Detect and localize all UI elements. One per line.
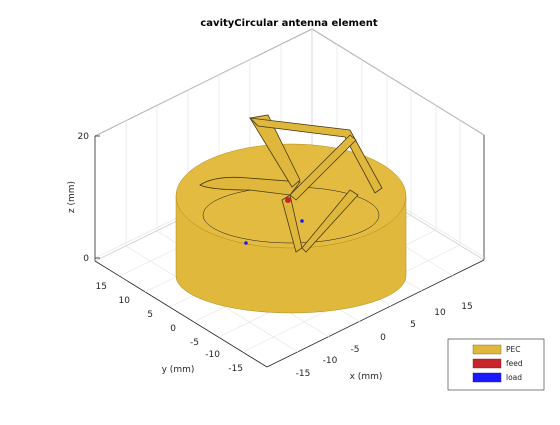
x-tick-label: 0 [380,333,386,343]
x-tick-label: 5 [410,320,416,330]
y-tick-label: 10 [119,296,131,306]
legend-swatch-feed [472,358,502,369]
x-tick-label: -5 [351,345,360,355]
legend-label-feed: feed [506,359,523,368]
y-tick-label: 0 [170,324,176,334]
arm-diagonal [289,134,357,201]
radiating-element [199,114,383,253]
legend-swatch-load [472,372,502,383]
y-axis-label: y (mm) [162,365,195,375]
cavity-cylinder [175,143,407,314]
arm-lower-2 [301,189,359,253]
x-axis-line [266,259,485,368]
z-tick-label: 0 [83,254,89,264]
x-tick-label: -15 [296,369,311,379]
x-ticks: -15 -10 -5 0 5 10 15 [296,302,473,379]
x-tick-label: -10 [323,356,338,366]
y-tick-label: 5 [147,310,153,320]
y-tick-label: -15 [228,364,243,374]
y-axis-line [94,260,268,368]
legend-swatch-pec [472,344,502,355]
load-marker [244,241,248,245]
y-tick-label: -10 [205,350,220,360]
arm-lower [281,194,303,253]
loop-outer [199,176,301,196]
z-axis-label: z (mm) [67,181,77,213]
legend: PEC feed load [447,338,545,391]
x-tick-label: 10 [434,308,446,318]
x-tick-label: 15 [461,302,472,312]
y-ticks: 15 10 5 0 -5 -10 -15 [96,282,243,374]
z-tick-label: 20 [78,132,90,142]
z-ticks: 20 0 [78,132,100,264]
feed-marker [285,197,291,203]
x-axis-label: x (mm) [350,372,383,382]
arm-vertical-1 [249,114,301,188]
chart-title: cavityCircular antenna element [200,18,377,29]
y-tick-label: -5 [190,338,199,348]
legend-label-pec: PEC [506,345,521,354]
load-marker [300,219,304,223]
legend-label-load: load [506,373,522,382]
y-tick-label: 15 [96,282,107,292]
